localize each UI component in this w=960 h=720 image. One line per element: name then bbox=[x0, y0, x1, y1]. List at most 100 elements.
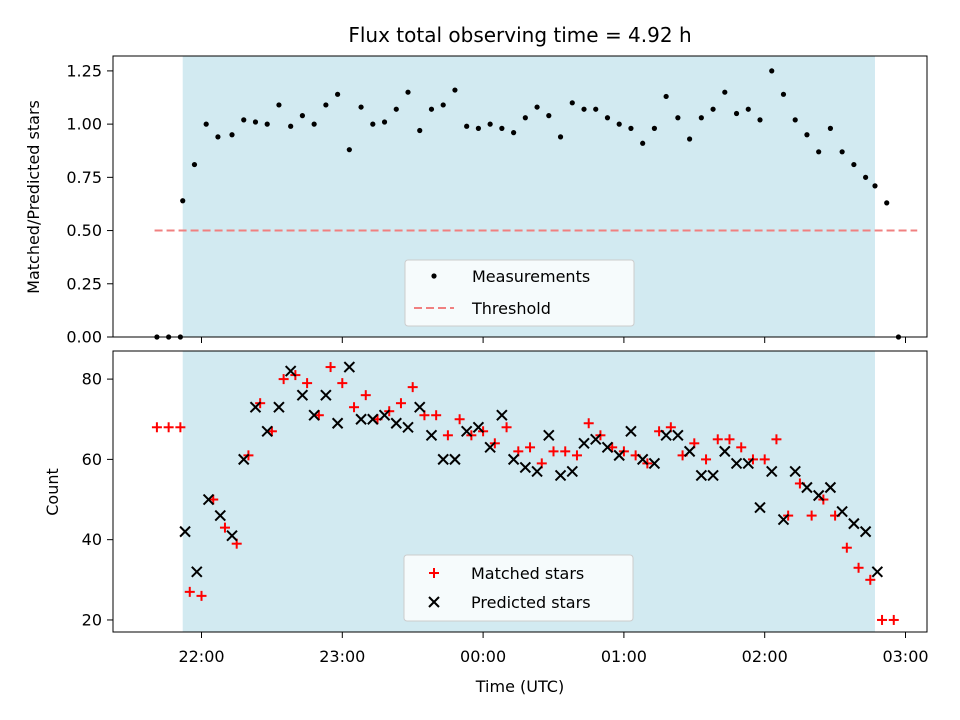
predicted-star-point bbox=[683, 445, 696, 458]
matched-star-point bbox=[151, 422, 162, 433]
measurement-point bbox=[628, 125, 634, 131]
predicted-star-point bbox=[296, 389, 309, 401]
measurement-point bbox=[863, 174, 869, 180]
predicted-star-point bbox=[590, 433, 602, 446]
predicted-star-point bbox=[226, 529, 238, 542]
matched-star-point bbox=[888, 614, 899, 625]
measurement-point bbox=[276, 102, 282, 108]
legend-predicted-label: Predicted stars bbox=[471, 593, 591, 612]
predicted-star-point bbox=[249, 401, 262, 413]
matched-star-point bbox=[841, 542, 852, 553]
measurement-point bbox=[780, 91, 787, 97]
predicted-star-point bbox=[601, 441, 614, 454]
predicted-star-point bbox=[472, 421, 485, 433]
legend-predicted-marker bbox=[428, 596, 440, 608]
measurement-point bbox=[769, 68, 775, 74]
predicted-star-point bbox=[238, 453, 250, 466]
matched-star-point bbox=[431, 410, 442, 421]
ratio-axes-frame bbox=[112, 55, 928, 338]
matched-star-point bbox=[442, 430, 453, 441]
predicted-star-point bbox=[507, 453, 520, 466]
count-y-tick-label: 60 bbox=[82, 450, 102, 469]
measurement-point bbox=[663, 93, 669, 100]
matched-star-point bbox=[712, 434, 723, 445]
matched-star-point bbox=[583, 418, 594, 429]
predicted-star-point bbox=[859, 525, 872, 538]
count-y-label: Count bbox=[43, 468, 62, 516]
measurement-point bbox=[191, 161, 198, 168]
ratio-y-tick-label: 0.25 bbox=[66, 274, 102, 293]
matched-star-point bbox=[163, 422, 174, 433]
measurement-point bbox=[687, 136, 693, 142]
measurement-point bbox=[534, 104, 540, 110]
measurement-point bbox=[405, 89, 411, 95]
predicted-star-point bbox=[191, 566, 203, 578]
predicted-star-point bbox=[812, 489, 825, 502]
predicted-star-point bbox=[836, 505, 848, 518]
count-y-tick-label: 40 bbox=[82, 530, 102, 549]
predicted-star-point bbox=[460, 425, 473, 437]
measurement-point bbox=[358, 104, 364, 110]
measurement-point bbox=[581, 106, 587, 112]
chart-title: Flux total observing time = 4.92 h bbox=[348, 23, 691, 47]
time-x-tick-label: 02:00 bbox=[742, 647, 788, 666]
predicted-star-point bbox=[284, 365, 297, 377]
predicted-star-point bbox=[613, 449, 625, 462]
measurement-point bbox=[651, 125, 658, 131]
ratio-y-tick-label: 0.00 bbox=[66, 328, 102, 347]
predicted-star-point bbox=[390, 417, 402, 429]
matched-star-point bbox=[548, 446, 559, 457]
predicted-star-point bbox=[414, 401, 426, 413]
predicted-star-point bbox=[648, 457, 661, 470]
predicted-star-point bbox=[378, 409, 391, 421]
matched-star-point bbox=[325, 362, 336, 373]
predicted-star-point bbox=[496, 409, 508, 421]
predicted-star-point bbox=[519, 461, 532, 474]
matched-star-point bbox=[724, 434, 735, 445]
predicted-star-point bbox=[343, 361, 356, 373]
matched-star-point bbox=[525, 442, 536, 453]
measurement-point bbox=[475, 125, 482, 131]
predicted-star-point bbox=[425, 429, 438, 442]
measurement-point bbox=[499, 125, 505, 131]
ratio-legend-box bbox=[404, 259, 635, 327]
matched-star-point bbox=[877, 614, 888, 625]
matched-star-point bbox=[759, 454, 770, 465]
measurement-point bbox=[698, 115, 704, 121]
matched-star-point bbox=[865, 574, 876, 585]
predicted-star-point bbox=[273, 401, 285, 413]
measurement-point bbox=[323, 102, 329, 108]
predicted-star-point bbox=[672, 429, 684, 442]
predicted-star-point bbox=[308, 409, 320, 421]
count-legend-box bbox=[403, 554, 634, 622]
measurement-point bbox=[733, 110, 740, 117]
measurement-point bbox=[229, 132, 235, 138]
predicted-star-point bbox=[824, 481, 837, 494]
predicted-star-points bbox=[179, 361, 884, 578]
measurement-point bbox=[522, 115, 528, 121]
measurement-point bbox=[604, 115, 611, 121]
measurement-point bbox=[546, 113, 552, 119]
measurement-point bbox=[393, 106, 399, 112]
predicted-star-point bbox=[719, 445, 731, 458]
measurement-point bbox=[203, 121, 209, 127]
measurement-point bbox=[370, 121, 376, 127]
count-y-ticks: 20 40 60 80 bbox=[82, 370, 113, 629]
measurement-point bbox=[452, 87, 458, 93]
measurement-point bbox=[839, 149, 845, 155]
measurement-point bbox=[440, 102, 446, 108]
measurement-point bbox=[511, 130, 517, 136]
matched-star-point bbox=[196, 590, 207, 601]
measurement-point bbox=[215, 134, 221, 140]
matched-star-point bbox=[560, 446, 571, 457]
measurement-point bbox=[851, 161, 857, 168]
matched-star-point bbox=[454, 414, 465, 425]
predicted-star-point bbox=[214, 509, 226, 522]
measurement-point bbox=[381, 119, 388, 125]
matched-star-point bbox=[736, 442, 747, 453]
measurement-point bbox=[710, 106, 716, 112]
predicted-star-point bbox=[730, 457, 743, 470]
matched-star-point bbox=[701, 454, 712, 465]
